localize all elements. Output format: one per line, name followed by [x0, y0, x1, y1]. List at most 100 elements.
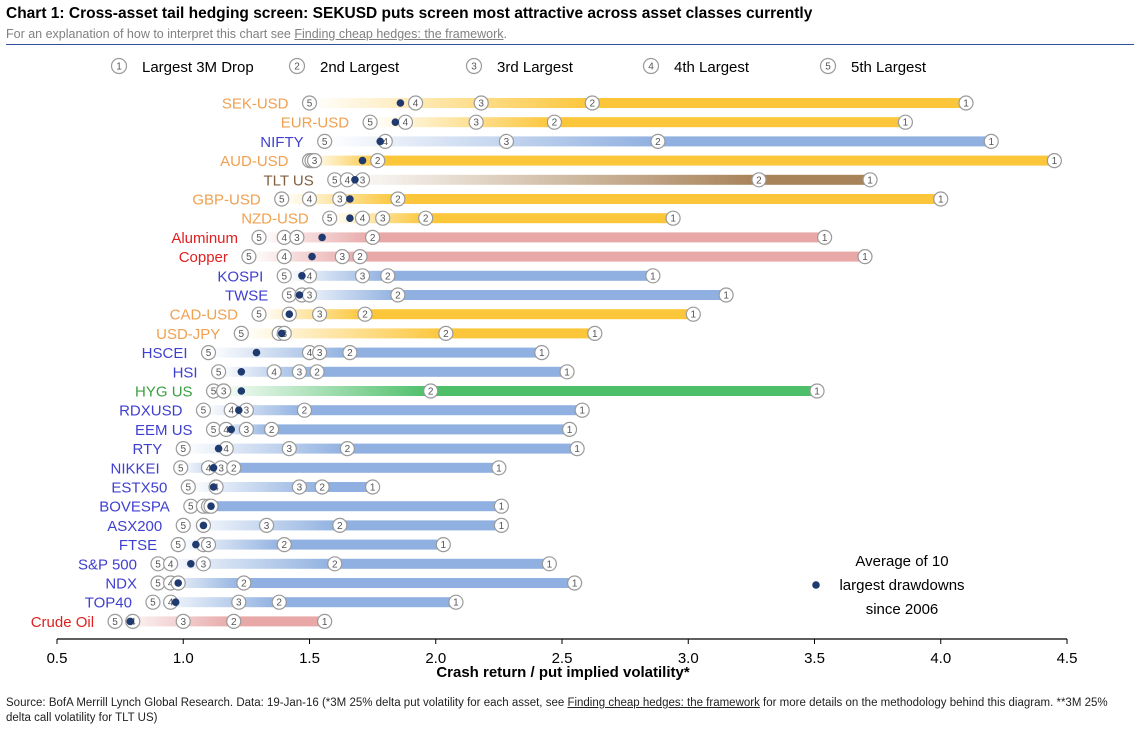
- range-bar-solid: [284, 539, 444, 550]
- range-bar: [241, 328, 446, 339]
- row-label: AUD-USD: [220, 153, 289, 170]
- range-bar-solid: [445, 328, 595, 339]
- drop-marker-number: 2: [385, 271, 391, 282]
- range-bar-solid: [347, 443, 578, 454]
- drop-marker-2: [226, 460, 242, 476]
- drop-marker-5: [170, 537, 186, 553]
- average-dot: [285, 310, 294, 319]
- legend-marker-3: [465, 57, 483, 75]
- row-label: RTY: [133, 441, 163, 458]
- drop-marker-number: 2: [332, 559, 338, 570]
- drop-marker-number: 1: [539, 348, 545, 359]
- drop-marker-number: 4: [223, 425, 229, 436]
- x-tick-label: 3.5: [804, 650, 825, 667]
- drop-marker-number: 1: [723, 291, 729, 302]
- drop-marker-number: 1: [496, 463, 502, 474]
- drop-marker-number: 5: [175, 540, 181, 551]
- drop-marker-number: 4: [281, 252, 287, 263]
- drop-marker-2: [390, 287, 406, 303]
- average-dot: [192, 540, 200, 549]
- drop-marker-1: [1046, 152, 1062, 169]
- drop-marker-number: 1: [988, 137, 994, 148]
- drop-marker-number: 4: [307, 348, 313, 359]
- average-dot: [358, 156, 367, 165]
- drop-marker-number: 1: [867, 175, 873, 186]
- drop-marker-4: [266, 364, 282, 380]
- range-bar: [284, 270, 388, 281]
- drop-marker-2: [226, 613, 242, 630]
- drop-marker-3: [195, 556, 212, 572]
- drop-marker-1: [933, 191, 949, 207]
- legend-marker-4: [642, 57, 660, 75]
- drop-marker-5: [301, 95, 318, 111]
- row-label: BOVESPA: [99, 499, 170, 516]
- legend-marker-5: [819, 57, 837, 75]
- drop-marker-1: [491, 460, 507, 476]
- drop-marker-4: [301, 191, 318, 207]
- drop-marker-number: 5: [112, 617, 118, 628]
- row-label: HSCEI: [142, 345, 188, 362]
- drop-marker-number: 3: [297, 367, 303, 378]
- drop-marker-1: [448, 594, 464, 610]
- drop-marker-3: [175, 613, 191, 630]
- row-label: CAD-USD: [170, 307, 239, 324]
- drop-marker-number: 5: [327, 214, 333, 225]
- legend-label: 2nd Largest: [320, 59, 400, 76]
- chart-row: BOVESPA54321: [99, 498, 509, 516]
- chart-row: EEM US 5 4 3 2 1: [135, 421, 578, 439]
- drop-marker-number: 3: [478, 99, 484, 110]
- drop-marker-number: 2: [655, 137, 661, 148]
- legend-marker-number: 5: [825, 62, 831, 73]
- chart-row: Crude Oil54321: [31, 613, 333, 631]
- drop-marker-5: [251, 306, 267, 322]
- drop-marker-number: 2: [231, 617, 237, 628]
- drop-marker-number: 2: [276, 598, 282, 609]
- chart-row: KOSPI 5 4 3 2 1: [217, 268, 661, 285]
- drop-marker-number: 3: [337, 195, 343, 206]
- average-dot: [174, 579, 182, 587]
- framework-link[interactable]: Finding cheap hedges: the framework: [294, 27, 504, 41]
- row-label: NIKKEI: [111, 460, 160, 477]
- drop-marker-number: 3: [264, 521, 270, 532]
- drop-marker-3: [291, 479, 307, 495]
- drop-marker-1: [493, 498, 509, 514]
- range-bar-solid: [592, 98, 966, 108]
- drop-marker-number: 1: [572, 579, 578, 590]
- drop-marker-2: [332, 517, 348, 533]
- chart-row: TLT US 5 4 3 2 1: [263, 172, 878, 189]
- average-dot: [252, 348, 261, 357]
- drop-marker-number: 2: [337, 521, 343, 532]
- drop-marker-3: [200, 537, 217, 553]
- x-tick-label: 4.5: [1057, 650, 1078, 667]
- drop-marker-number: 5: [256, 310, 262, 321]
- drop-marker-number: 3: [180, 617, 186, 628]
- drop-marker-1: [645, 268, 661, 284]
- drop-marker-number: 4: [168, 559, 174, 570]
- average-dot: [295, 291, 304, 299]
- drop-marker-number: 3: [244, 425, 250, 436]
- legend-marker-number: 4: [648, 62, 654, 73]
- source-framework-link[interactable]: Finding cheap hedges: the framework: [567, 697, 760, 709]
- chart-title: Chart 1: Cross-asset tail hedging screen…: [6, 5, 813, 22]
- drop-marker-number: 1: [322, 617, 328, 628]
- drop-marker-number: 2: [395, 195, 401, 206]
- drop-marker-1: [897, 114, 914, 130]
- drop-marker-5: [175, 441, 191, 457]
- drop-marker-1: [809, 383, 825, 399]
- drop-marker-number: 4: [206, 463, 212, 474]
- drop-marker-number: 2: [756, 175, 762, 186]
- chart-row: Aluminum 5 4 3 2 1: [171, 229, 833, 247]
- x-axis: 0.5 1.0 1.5 2.0 2.5 3.0 3.5 4.0 4.5 Crash return …: [47, 638, 1078, 681]
- drop-marker-number: 3: [360, 175, 366, 186]
- row-label: EUR-USD: [281, 115, 350, 132]
- drop-marker-number: 5: [239, 329, 245, 340]
- drop-marker-5: [211, 364, 227, 380]
- drop-marker-number: 1: [567, 425, 573, 436]
- subtitle-prefix: For an explanation of how to interpret t…: [6, 27, 295, 41]
- drop-marker-number: 4: [228, 406, 234, 417]
- range-bar-solid: [657, 136, 992, 147]
- drop-marker-number: 4: [307, 195, 313, 206]
- drop-marker-number: 3: [236, 598, 242, 609]
